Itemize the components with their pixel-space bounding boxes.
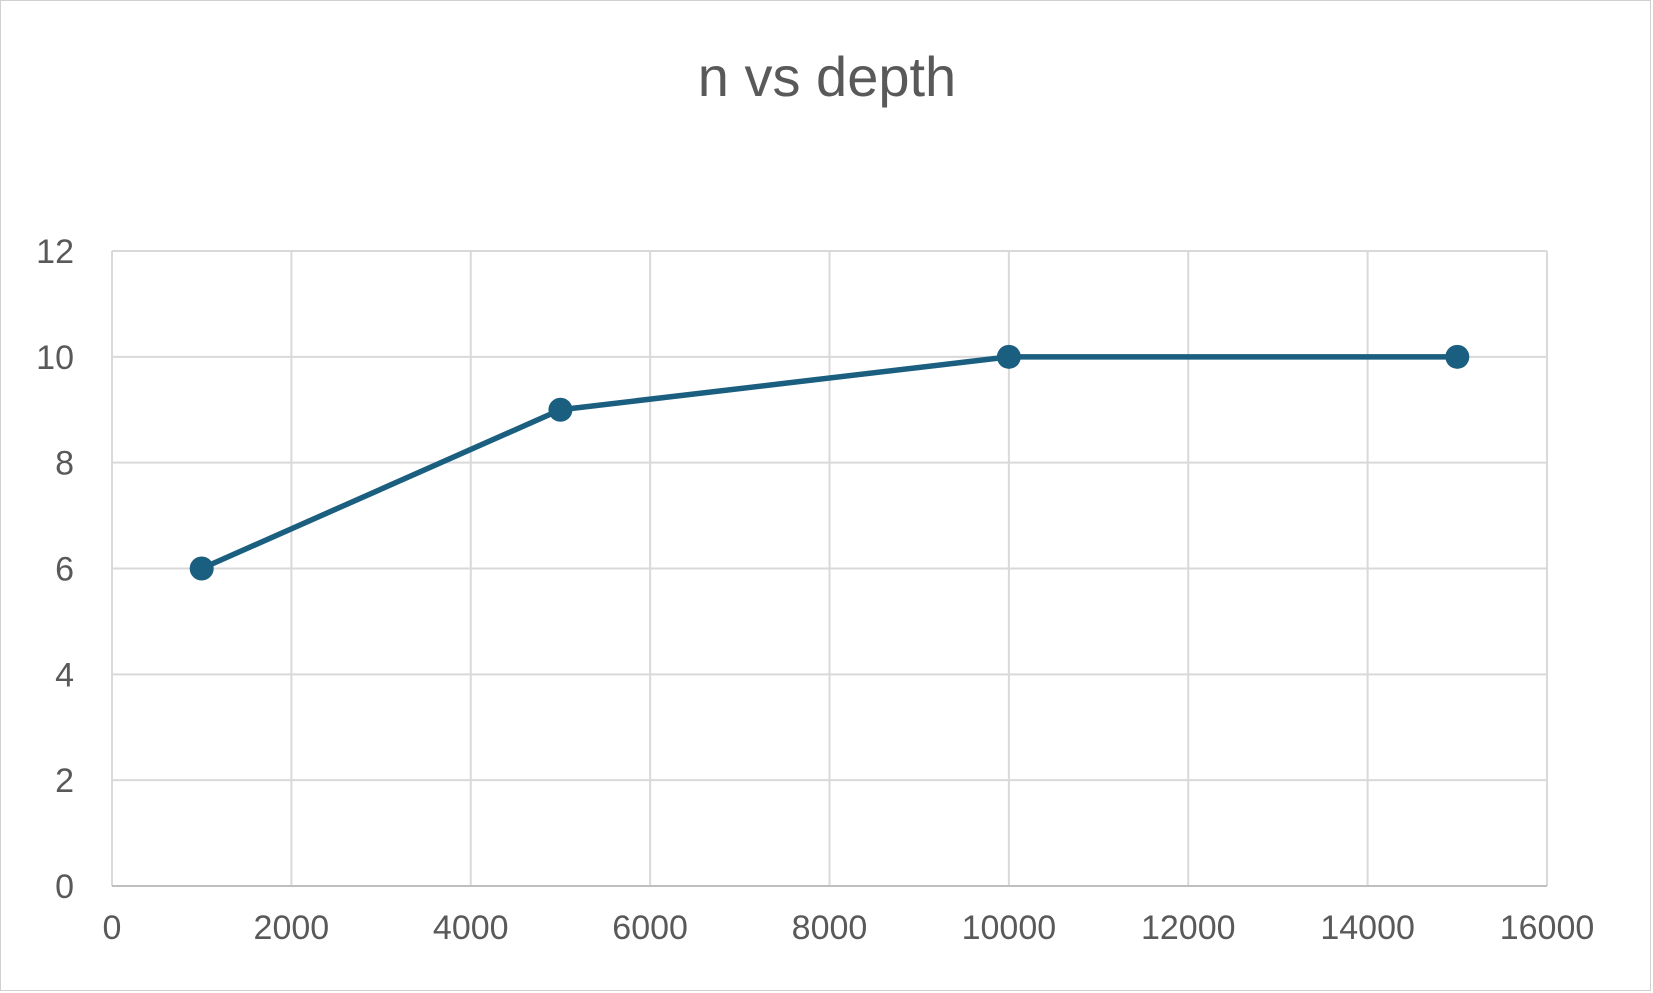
y-tick-label: 6 [55, 551, 74, 589]
y-tick-label: 12 [36, 233, 74, 271]
series-line [198, 354, 1461, 572]
y-tick-label: 10 [36, 339, 74, 377]
data-point [189, 556, 214, 581]
x-tick-label: 0 [103, 909, 122, 947]
tick-labels: 0 2000 4000 6000 8000 10000 12000 14000 16000 0 2 4… [36, 233, 1594, 947]
x-tick-label: 12000 [1141, 909, 1236, 947]
x-tick-label: 6000 [612, 909, 688, 947]
y-tick-label: 0 [55, 868, 74, 906]
grid [111, 250, 1548, 887]
y-tick-label: 2 [55, 762, 74, 800]
y-tick-label: 8 [55, 445, 74, 483]
series [189, 344, 1470, 581]
chart-title: n vs depth [698, 45, 956, 108]
data-point [548, 397, 573, 422]
x-tick-label: 8000 [792, 909, 868, 947]
data-point [996, 344, 1021, 369]
x-tick-label: 4000 [433, 909, 509, 947]
x-tick-label: 14000 [1320, 909, 1415, 947]
x-tick-label: 2000 [254, 909, 330, 947]
x-tick-label: 10000 [962, 909, 1057, 947]
data-point [1445, 344, 1470, 369]
y-tick-label: 4 [55, 656, 74, 694]
x-tick-label: 16000 [1500, 909, 1595, 947]
